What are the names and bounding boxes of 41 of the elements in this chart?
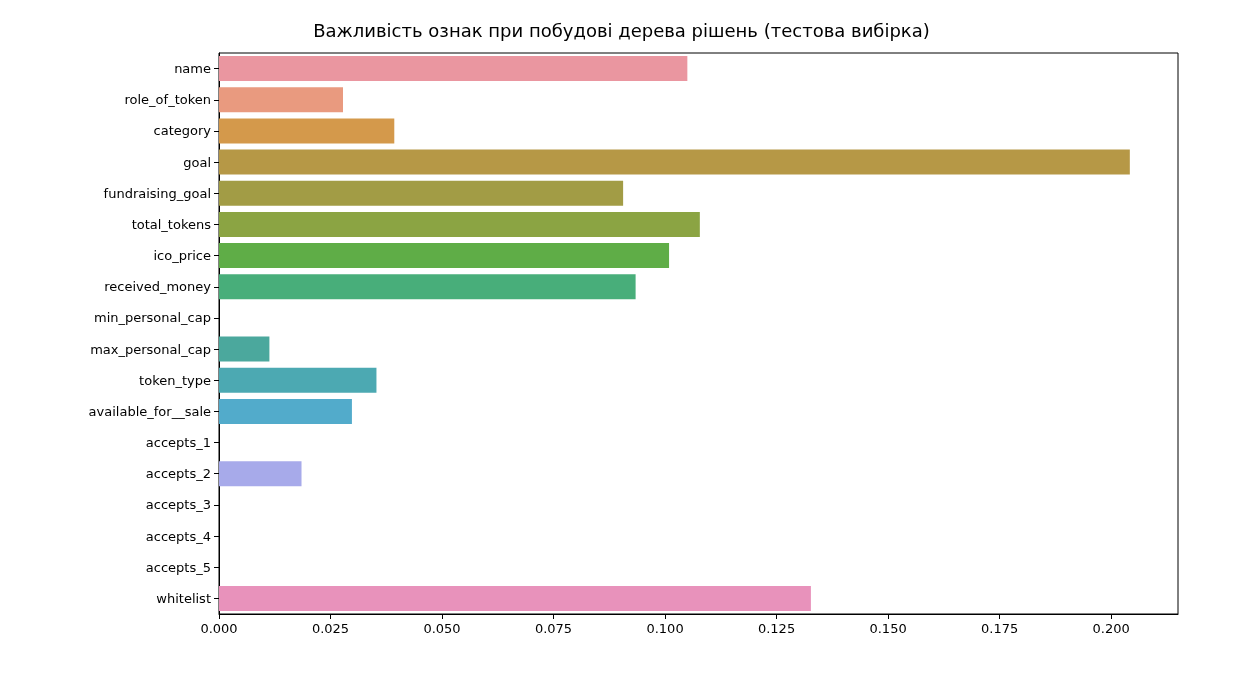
y-tick-label: received_money <box>104 279 212 295</box>
x-tick-label: 0.200 <box>1092 621 1130 636</box>
y-tick-label: ico_price <box>153 248 211 264</box>
y-tick-label: goal <box>183 154 211 170</box>
y-tick-label: accepts_4 <box>145 528 211 544</box>
bar <box>219 243 670 269</box>
bar <box>219 274 636 300</box>
bar <box>219 211 700 237</box>
bar <box>219 180 624 206</box>
bar <box>219 56 688 82</box>
y-tick-label: role_of_token <box>124 92 211 108</box>
x-tick-label: 0.075 <box>534 621 573 636</box>
bar <box>219 118 395 144</box>
y-tick-label: name <box>174 61 211 77</box>
y-tick-label: fundraising_goal <box>103 185 211 201</box>
y-tick-label: min_personal_cap <box>93 310 211 326</box>
x-tick-label: 0.150 <box>869 621 907 636</box>
x-tick-label: 0.100 <box>646 621 684 636</box>
y-tick-label: accepts_2 <box>145 466 211 482</box>
chart-title: Важливість ознак при побудові дерева рішень (тестова вибірка) <box>313 19 930 41</box>
y-tick-label: accepts_1 <box>145 435 211 451</box>
y-tick-label: token_type <box>139 372 211 388</box>
x-tick-label: 0.000 <box>200 621 238 636</box>
y-tick-label: whitelist <box>156 590 211 606</box>
y-tick-label: total_tokens <box>131 216 212 232</box>
x-tick-label: 0.025 <box>311 621 350 636</box>
y-tick-label: category <box>153 123 212 139</box>
bar <box>219 367 377 393</box>
bar <box>219 336 270 362</box>
x-tick-label: 0.050 <box>423 621 461 636</box>
bar <box>219 149 1130 175</box>
y-tick-label: max_personal_cap <box>90 341 211 357</box>
bar <box>219 398 352 424</box>
y-tick-label: accepts_5 <box>145 559 211 575</box>
y-tick-label: available_for__sale <box>88 403 211 419</box>
y-tick-label: accepts_3 <box>145 497 211 513</box>
bar <box>219 585 811 611</box>
bar <box>219 461 302 487</box>
x-tick-label: 0.175 <box>980 621 1019 636</box>
bar <box>219 87 343 113</box>
x-tick-label: 0.125 <box>757 621 796 636</box>
